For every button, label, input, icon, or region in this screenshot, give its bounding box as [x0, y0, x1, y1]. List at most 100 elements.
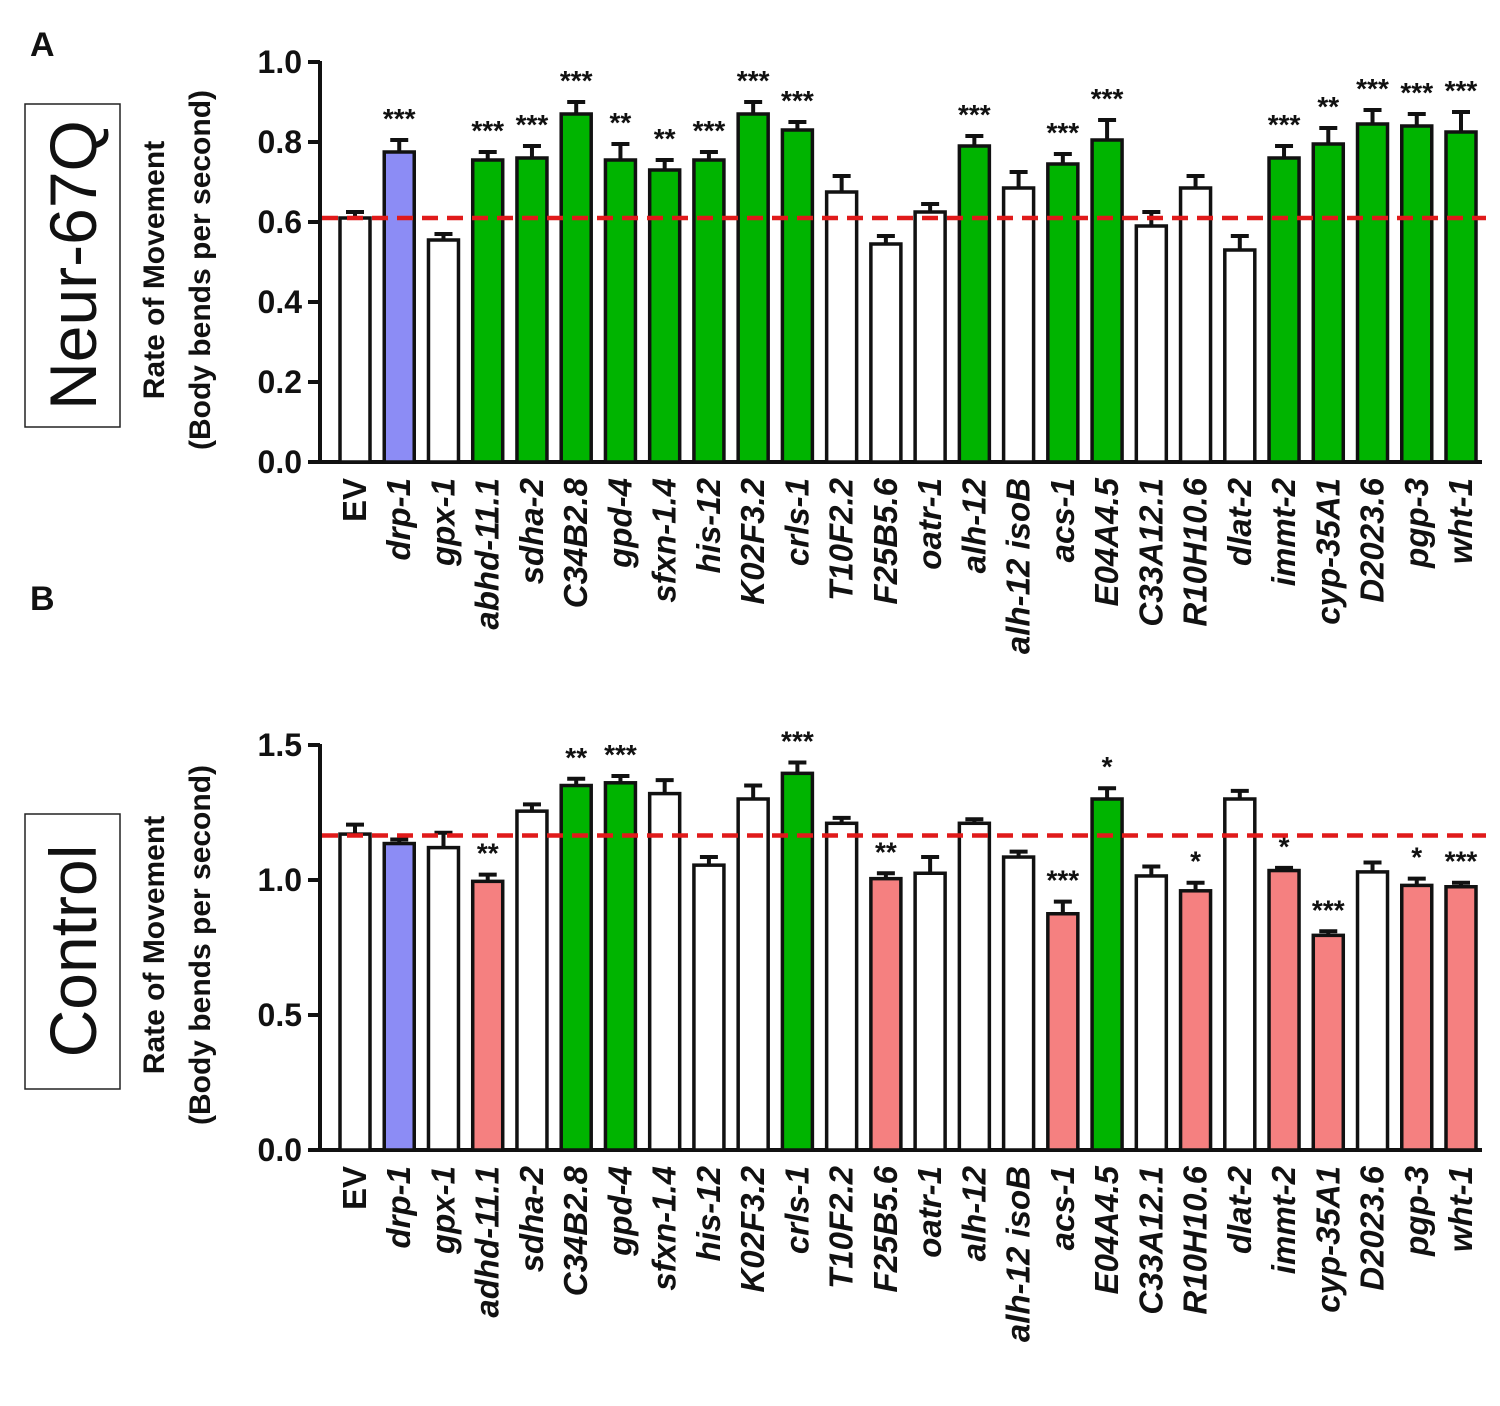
x-category-label: oatr-1 — [911, 1166, 948, 1258]
significance-label: *** — [560, 65, 593, 96]
significance-label: ** — [610, 107, 632, 138]
x-category-label: C33A12.1 — [1132, 1166, 1169, 1315]
panel-letter-a: A — [30, 26, 55, 64]
significance-label: *** — [1268, 109, 1301, 140]
x-category-label: alh-12 — [955, 1165, 992, 1261]
bar — [1223, 797, 1257, 1152]
significance-label: *** — [693, 115, 726, 146]
panel-b-ylabel-line2: (Body bends per second) — [184, 765, 217, 1125]
x-category-label: adhd-11.1 — [469, 1166, 506, 1318]
x-category-label: his-12 — [690, 1165, 727, 1261]
y-tick-label: 1.0 — [258, 862, 302, 898]
bar — [1090, 138, 1124, 464]
y-tick-label: 0.8 — [258, 124, 302, 160]
bar — [515, 156, 549, 464]
x-category-label: wht-1 — [1442, 478, 1479, 564]
x-category-label: his-12 — [690, 477, 727, 573]
bar — [824, 190, 859, 464]
bar — [1444, 885, 1478, 1152]
bar — [1178, 889, 1213, 1152]
x-category-label: K02F3.2 — [734, 1165, 771, 1292]
bar — [1178, 186, 1213, 464]
bar — [780, 128, 815, 464]
significance-label: *** — [1445, 75, 1478, 106]
significance-label: ** — [654, 123, 676, 154]
x-category-label: EV — [336, 1166, 373, 1210]
x-category-label: gpd-4 — [601, 478, 638, 569]
x-category-label: E04A4.5 — [1088, 477, 1125, 606]
bar — [1355, 122, 1390, 464]
significance-label: *** — [1312, 894, 1345, 925]
bar — [869, 242, 903, 464]
x-category-label: wht-1 — [1442, 1166, 1479, 1252]
significance-label: * — [1190, 846, 1201, 877]
bar — [426, 845, 461, 1152]
panel-a-label-box — [24, 103, 121, 428]
significance-label: *** — [516, 109, 549, 140]
bar — [559, 783, 593, 1152]
bar — [1400, 883, 1434, 1152]
bar — [647, 791, 682, 1152]
significance-label: *** — [1046, 117, 1079, 148]
panel-b: B Control Rate of Movement (Body bends p… — [24, 580, 1486, 1342]
bar — [470, 879, 505, 1152]
bar — [382, 841, 416, 1152]
x-category-label: alh-12 isoB — [1000, 1166, 1037, 1342]
panel-b-label-box — [24, 813, 121, 1090]
x-category-label: pgp-3 — [1398, 1166, 1435, 1257]
x-category-label: T10F2.2 — [823, 477, 860, 601]
bar — [780, 771, 815, 1152]
y-tick-label: 1.5 — [258, 727, 302, 763]
x-category-label: C33A12.1 — [1132, 478, 1169, 627]
significance-label: *** — [604, 739, 637, 770]
panel-a-ylabel-line2: (Body bends per second) — [184, 90, 217, 450]
x-category-label: crls-1 — [778, 478, 815, 566]
x-category-label: dlat-2 — [1221, 477, 1258, 566]
x-category-label: D2023.6 — [1354, 477, 1391, 602]
x-category-label: D2023.6 — [1354, 1165, 1391, 1290]
x-category-label: acs-1 — [1044, 1166, 1081, 1250]
bar — [1001, 186, 1036, 464]
x-category-label: pgp-3 — [1398, 478, 1435, 569]
bar — [957, 144, 992, 464]
x-category-label: gpx-1 — [424, 478, 461, 567]
bar — [1355, 870, 1390, 1152]
bar — [1267, 156, 1301, 464]
x-category-label: gpx-1 — [424, 1166, 461, 1255]
x-category-label: drp-1 — [380, 1166, 417, 1249]
significance-label: *** — [781, 726, 814, 757]
x-category-label: F25B5.6 — [867, 1165, 904, 1292]
significance-label: *** — [471, 115, 504, 146]
y-tick-label: 0.0 — [258, 1132, 302, 1168]
significance-label: * — [1102, 751, 1113, 782]
bar — [957, 821, 992, 1152]
bar — [338, 216, 372, 464]
bar — [515, 809, 549, 1152]
x-category-label: dlat-2 — [1221, 1165, 1258, 1254]
significance-label: *** — [958, 99, 991, 130]
bar — [869, 876, 903, 1152]
x-category-label: sfxn-1.4 — [646, 1166, 683, 1291]
bar — [1223, 248, 1257, 464]
x-category-label: E04A4.5 — [1088, 1165, 1125, 1294]
x-category-label: alh-12 — [955, 477, 992, 573]
bar — [1134, 874, 1169, 1152]
x-category-label: EV — [336, 478, 373, 522]
significance-label: *** — [1400, 77, 1433, 108]
x-category-label: cyp-35A1 — [1309, 1166, 1346, 1313]
panel-b-ylabel-line1: Rate of Movement — [138, 816, 171, 1074]
bar — [692, 158, 726, 464]
bar — [824, 821, 859, 1152]
significance-label: ** — [875, 836, 897, 867]
panel-a: A Neur-67Q Rate of Movement (Body bends … — [24, 26, 1486, 654]
significance-label: *** — [1445, 846, 1478, 877]
significance-label: * — [1411, 842, 1422, 873]
bar — [692, 863, 726, 1152]
significance-label: *** — [781, 85, 814, 116]
x-category-label: gpd-4 — [601, 1166, 638, 1257]
x-category-label: alh-12 isoB — [1000, 478, 1037, 654]
significance-label: *** — [737, 65, 770, 96]
x-category-label: sdha-2 — [513, 1165, 550, 1272]
x-category-label: oatr-1 — [911, 478, 948, 570]
